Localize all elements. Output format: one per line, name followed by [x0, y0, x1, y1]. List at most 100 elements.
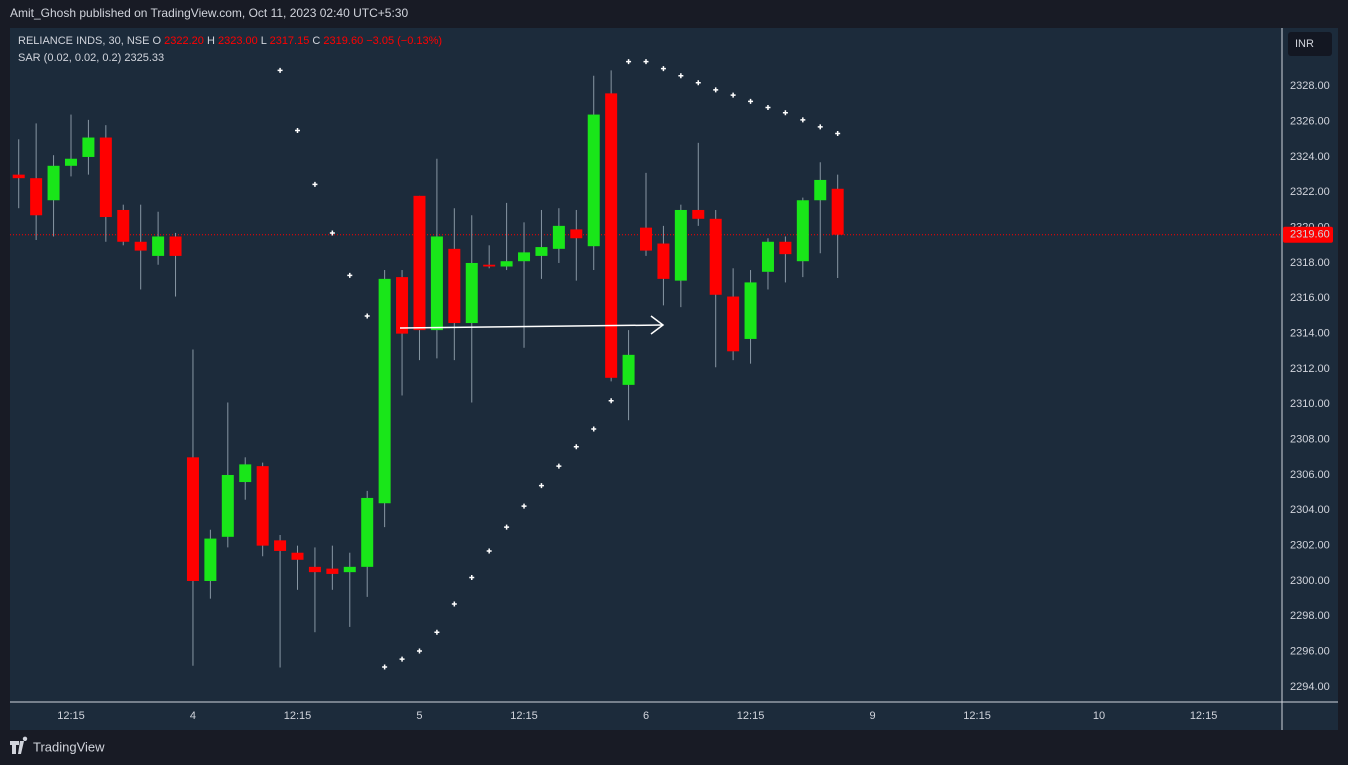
sar-point [626, 59, 632, 65]
x-tick-label: 12:15 [57, 710, 85, 722]
y-tick-label: 2308.00 [1290, 434, 1330, 446]
last-price-tag [1283, 226, 1333, 243]
x-tick-label: 12:15 [284, 710, 312, 722]
brand: TradingView [10, 736, 105, 754]
candle-body [674, 209, 687, 281]
sar-point [660, 66, 666, 72]
candle-body [727, 296, 740, 352]
candle-body [274, 540, 287, 551]
indicator-name: SAR (0.02, 0.02, 0.2) [18, 52, 121, 64]
candle-body [587, 114, 600, 247]
chart-pane [10, 28, 1338, 730]
sar-point [591, 426, 597, 432]
field-value: 2317.15 [270, 35, 310, 47]
field-key: O [153, 35, 162, 47]
candle-body [326, 568, 339, 574]
sar-point [347, 272, 353, 278]
y-tick-label: 2312.00 [1290, 363, 1330, 375]
y-tick-label: 2294.00 [1290, 681, 1330, 693]
candle-body [622, 354, 635, 385]
sar-point [765, 105, 771, 111]
sar-point [643, 59, 649, 65]
sar-point [748, 98, 754, 104]
candle-body [239, 464, 252, 483]
candle-body [308, 566, 321, 573]
field-key: L [261, 35, 267, 47]
candle-body [535, 247, 548, 256]
brand-logo [10, 736, 28, 754]
legend: RELIANCE INDS, 30, NSE O 2322.20 H 2323.… [18, 35, 442, 64]
candle-body [500, 261, 513, 267]
x-tick-label: 12:15 [1190, 710, 1218, 722]
candle-body [796, 200, 809, 262]
candle-body [256, 466, 269, 546]
candle-body [605, 93, 618, 378]
sar-point [416, 648, 422, 654]
sar-point [329, 230, 335, 236]
candle-body [552, 225, 565, 249]
published-note: Amit_Ghosh published on TradingView.com,… [10, 6, 408, 20]
sar-point [835, 130, 841, 136]
x-tick-label: 12:15 [963, 710, 991, 722]
sar-point [434, 629, 440, 635]
sar-point [312, 181, 318, 187]
candle-body [570, 229, 583, 239]
candle-body [657, 243, 670, 279]
candle-body [134, 241, 147, 251]
sar-point [782, 110, 788, 116]
y-tick-label: 2304.00 [1290, 504, 1330, 516]
candle-body [692, 209, 705, 219]
y-tick-label: 2306.00 [1290, 469, 1330, 481]
field-value: 2323.00 [218, 35, 258, 47]
x-tick-label: 5 [416, 710, 422, 722]
field-key: C [312, 35, 320, 47]
candle-body [221, 474, 234, 537]
y-tick-label: 2322.00 [1290, 186, 1330, 198]
candle-body [779, 241, 792, 255]
currency: INR [1295, 38, 1314, 50]
field-value: 2319.60 [323, 35, 363, 47]
sar-point [678, 73, 684, 79]
candle-body [99, 137, 112, 218]
sar-point [800, 117, 806, 123]
sar-point [713, 87, 719, 93]
x-tick-label: 12:15 [737, 710, 765, 722]
marks [10, 59, 1282, 670]
sar-point [538, 483, 544, 489]
sar-point [382, 664, 388, 670]
field-value: 2322.20 [164, 35, 204, 47]
y-tick-label: 2310.00 [1290, 398, 1330, 410]
x-tick-label: 10 [1093, 710, 1105, 722]
candle-body [709, 218, 722, 295]
candle-body [483, 264, 496, 267]
sar-point [730, 92, 736, 98]
candle-body [47, 165, 60, 201]
candle-body [117, 209, 130, 242]
y-tick-label: 2298.00 [1290, 610, 1330, 622]
candle-body [448, 248, 461, 324]
field-key: H [207, 35, 215, 47]
y-tick-label: 2324.00 [1290, 151, 1330, 163]
currency-box[interactable] [1288, 32, 1332, 56]
sar-point [608, 398, 614, 404]
candle-body [465, 262, 478, 324]
candle-body [640, 227, 652, 251]
candle-body [12, 174, 25, 179]
brand-name: TradingView [33, 739, 105, 754]
sar-point [817, 124, 823, 130]
y-tick-label: 2328.00 [1290, 80, 1330, 92]
candle-body [814, 179, 827, 201]
indicator-value: 2325.33 [124, 52, 164, 64]
candle-body [518, 252, 531, 262]
candle-body [761, 241, 774, 272]
x-tick-label: 12:15 [510, 710, 538, 722]
sar-point [695, 80, 701, 86]
candle-body [186, 457, 199, 581]
arrow-head [650, 315, 665, 335]
sar-point [399, 656, 405, 662]
candle-body [64, 158, 77, 166]
sar-point [277, 67, 283, 73]
x-tick-label: 6 [643, 710, 649, 722]
